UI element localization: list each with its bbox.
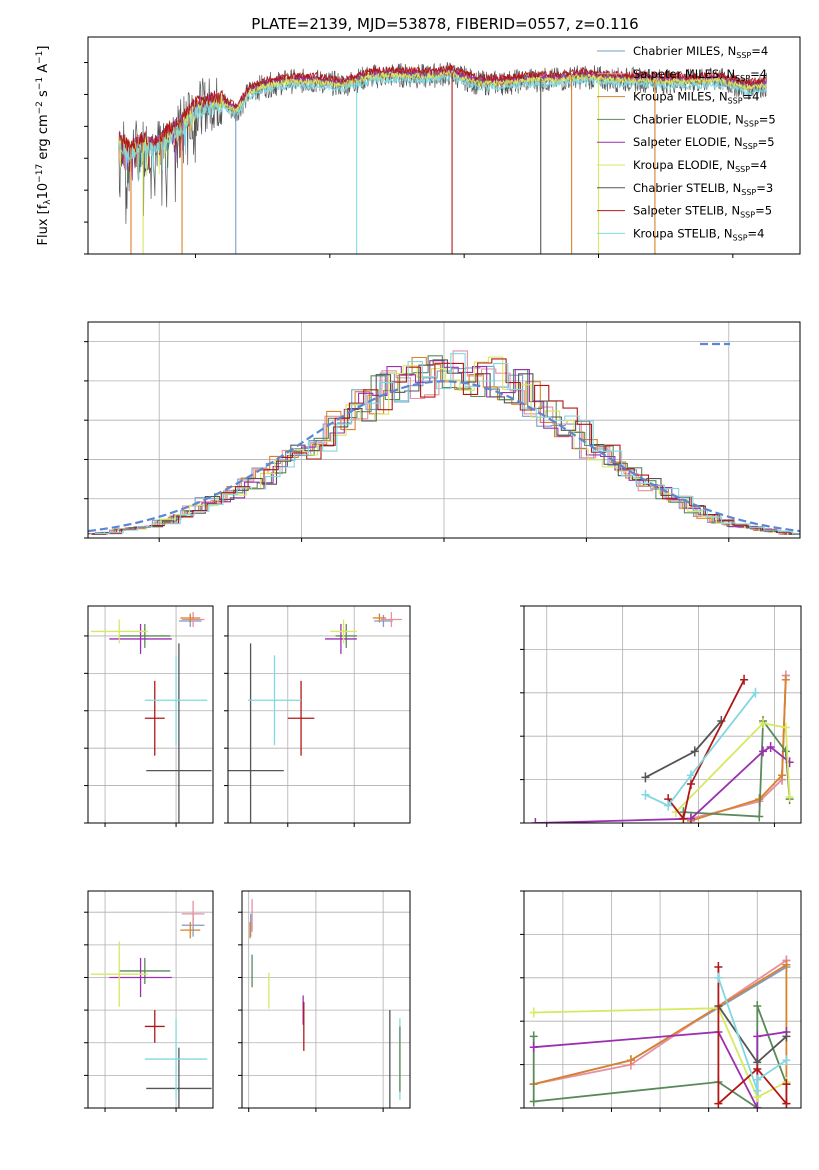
plot-area-age_vs_mass: [228, 611, 403, 823]
plus-marker: [753, 1001, 762, 1012]
weight-line-kroupa-stelib: [645, 692, 757, 807]
normal-curve: [88, 380, 800, 533]
plus-marker: [664, 800, 673, 811]
plus-marker: [641, 772, 650, 783]
axes-frame: [241, 890, 411, 1109]
plus-marker: [785, 791, 794, 802]
legend-entry: Salpeter STELIB, NSSP=5: [633, 204, 772, 220]
weight-line-kroupa-elodie: [675, 722, 791, 813]
plus-marker: [753, 1063, 762, 1074]
plus-marker: [778, 770, 787, 781]
weight-line-chabrier-elodie: [532, 1005, 788, 1108]
panel-spectrum: Flux [fλ10−17 erg cm−2 s−1 A−1] Chabrier …: [35, 36, 801, 258]
legend-entry: Kroupa ELODIE, NSSP=4: [633, 158, 767, 174]
spectrum-line-kroupa-stelib: [118, 73, 767, 182]
panel-mass_vs_EBV: [238, 890, 411, 1112]
plus-marker: [641, 789, 650, 800]
plus-marker: [781, 722, 790, 733]
legend-entry: Chabrier ELODIE, NSSP=5: [633, 112, 776, 128]
plus-marker: [782, 1055, 791, 1066]
weight-line-salpeter-elodie: [535, 745, 791, 823]
panel-age_vs_Z: [84, 605, 214, 827]
plus-marker: [529, 1042, 538, 1053]
plus-marker: [782, 1031, 791, 1042]
histogram-chabrier-stelib: [91, 359, 800, 535]
plus-marker: [759, 718, 768, 729]
plus-marker: [755, 811, 764, 822]
panel-weight_vs_Z: [520, 890, 802, 1112]
plot-area-residuals: [88, 350, 800, 535]
panel-weight_vs_age: [520, 605, 802, 827]
plus-marker: [686, 778, 695, 789]
plus-marker: [714, 961, 723, 972]
figure-title: PLATE=2139, MJD=53878, FIBERID=0557, z=0…: [251, 15, 638, 33]
legend-entry: Kroupa STELIB, NSSP=4: [633, 226, 764, 242]
plot-area-weight_vs_age: [531, 670, 794, 823]
plus-marker: [626, 1055, 635, 1066]
plus-marker: [751, 687, 760, 698]
plus-marker: [753, 1103, 762, 1108]
weight-line-salpeter-elodie: [533, 1031, 787, 1108]
axes-frame: [87, 36, 801, 255]
plus-marker: [531, 818, 540, 823]
plus-marker: [766, 742, 775, 753]
plus-marker: [529, 1031, 538, 1042]
panel-residuals: [84, 321, 801, 542]
histogram-kroupa-stelib: [94, 353, 800, 535]
plot-area-mass_vs_Z: [90, 900, 212, 1108]
y-axis-label: Flux [fλ10−17 erg cm−2 s−1 A−1]: [35, 46, 53, 246]
panel-age_vs_mass: [224, 605, 411, 827]
spectrum-line-salpeter-elodie: [118, 67, 767, 181]
plus-marker: [529, 1096, 538, 1107]
plus-marker: [686, 770, 695, 781]
legend-entry: Chabrier MILES, NSSP=4: [633, 44, 768, 60]
plus-marker: [753, 1031, 762, 1042]
spectrum-legend: Chabrier MILES, NSSP=4 Salpeter MILES, NS…: [597, 44, 776, 242]
weight-line-salpeter-stelib: [667, 679, 745, 821]
legend-entry: Salpeter MILES, NSSP=4: [633, 67, 767, 83]
plus-marker: [782, 1079, 791, 1090]
plus-marker: [714, 972, 723, 983]
plus-marker: [679, 813, 688, 823]
legend-entry: Salpeter ELODIE, NSSP=5: [633, 135, 775, 151]
spectrum-line-salpeter-stelib: [118, 63, 767, 172]
plus-marker: [690, 746, 699, 757]
plus-marker: [753, 1074, 762, 1085]
weight-line-chabrier-stelib: [644, 720, 722, 779]
plus-marker: [782, 959, 791, 970]
plus-marker: [782, 1098, 791, 1108]
axes-frame: [87, 605, 214, 824]
axes-frame: [523, 890, 802, 1109]
plus-marker: [781, 674, 790, 685]
legend-entry: Kroupa MILES, NSSP=4: [633, 90, 759, 106]
plot-area-weight_vs_Z: [529, 955, 791, 1108]
plus-marker: [759, 746, 768, 757]
weight-line-kroupa-elodie: [533, 1007, 787, 1099]
panel-mass_vs_Z: [84, 890, 214, 1112]
plus-marker: [740, 674, 749, 685]
axes-frame: [523, 605, 802, 824]
weight-line-kroupa-miles: [690, 679, 787, 822]
histogram-salpeter-elodie: [88, 360, 800, 535]
axes-frame: [227, 605, 411, 824]
legend-entry: Chabrier STELIB, NSSP=3: [633, 181, 773, 197]
plus-marker: [686, 813, 695, 823]
plus-marker: [714, 1098, 723, 1108]
plot-area-mass_vs_EBV: [249, 899, 401, 1108]
axes-frame: [87, 890, 214, 1109]
weight-line-kroupa-stelib: [717, 977, 787, 1091]
plus-marker: [529, 1007, 538, 1018]
plot-area-age_vs_Z: [90, 611, 212, 823]
plus-marker: [753, 1085, 762, 1096]
histogram-kroupa-miles: [88, 356, 797, 535]
plus-marker: [781, 746, 790, 757]
